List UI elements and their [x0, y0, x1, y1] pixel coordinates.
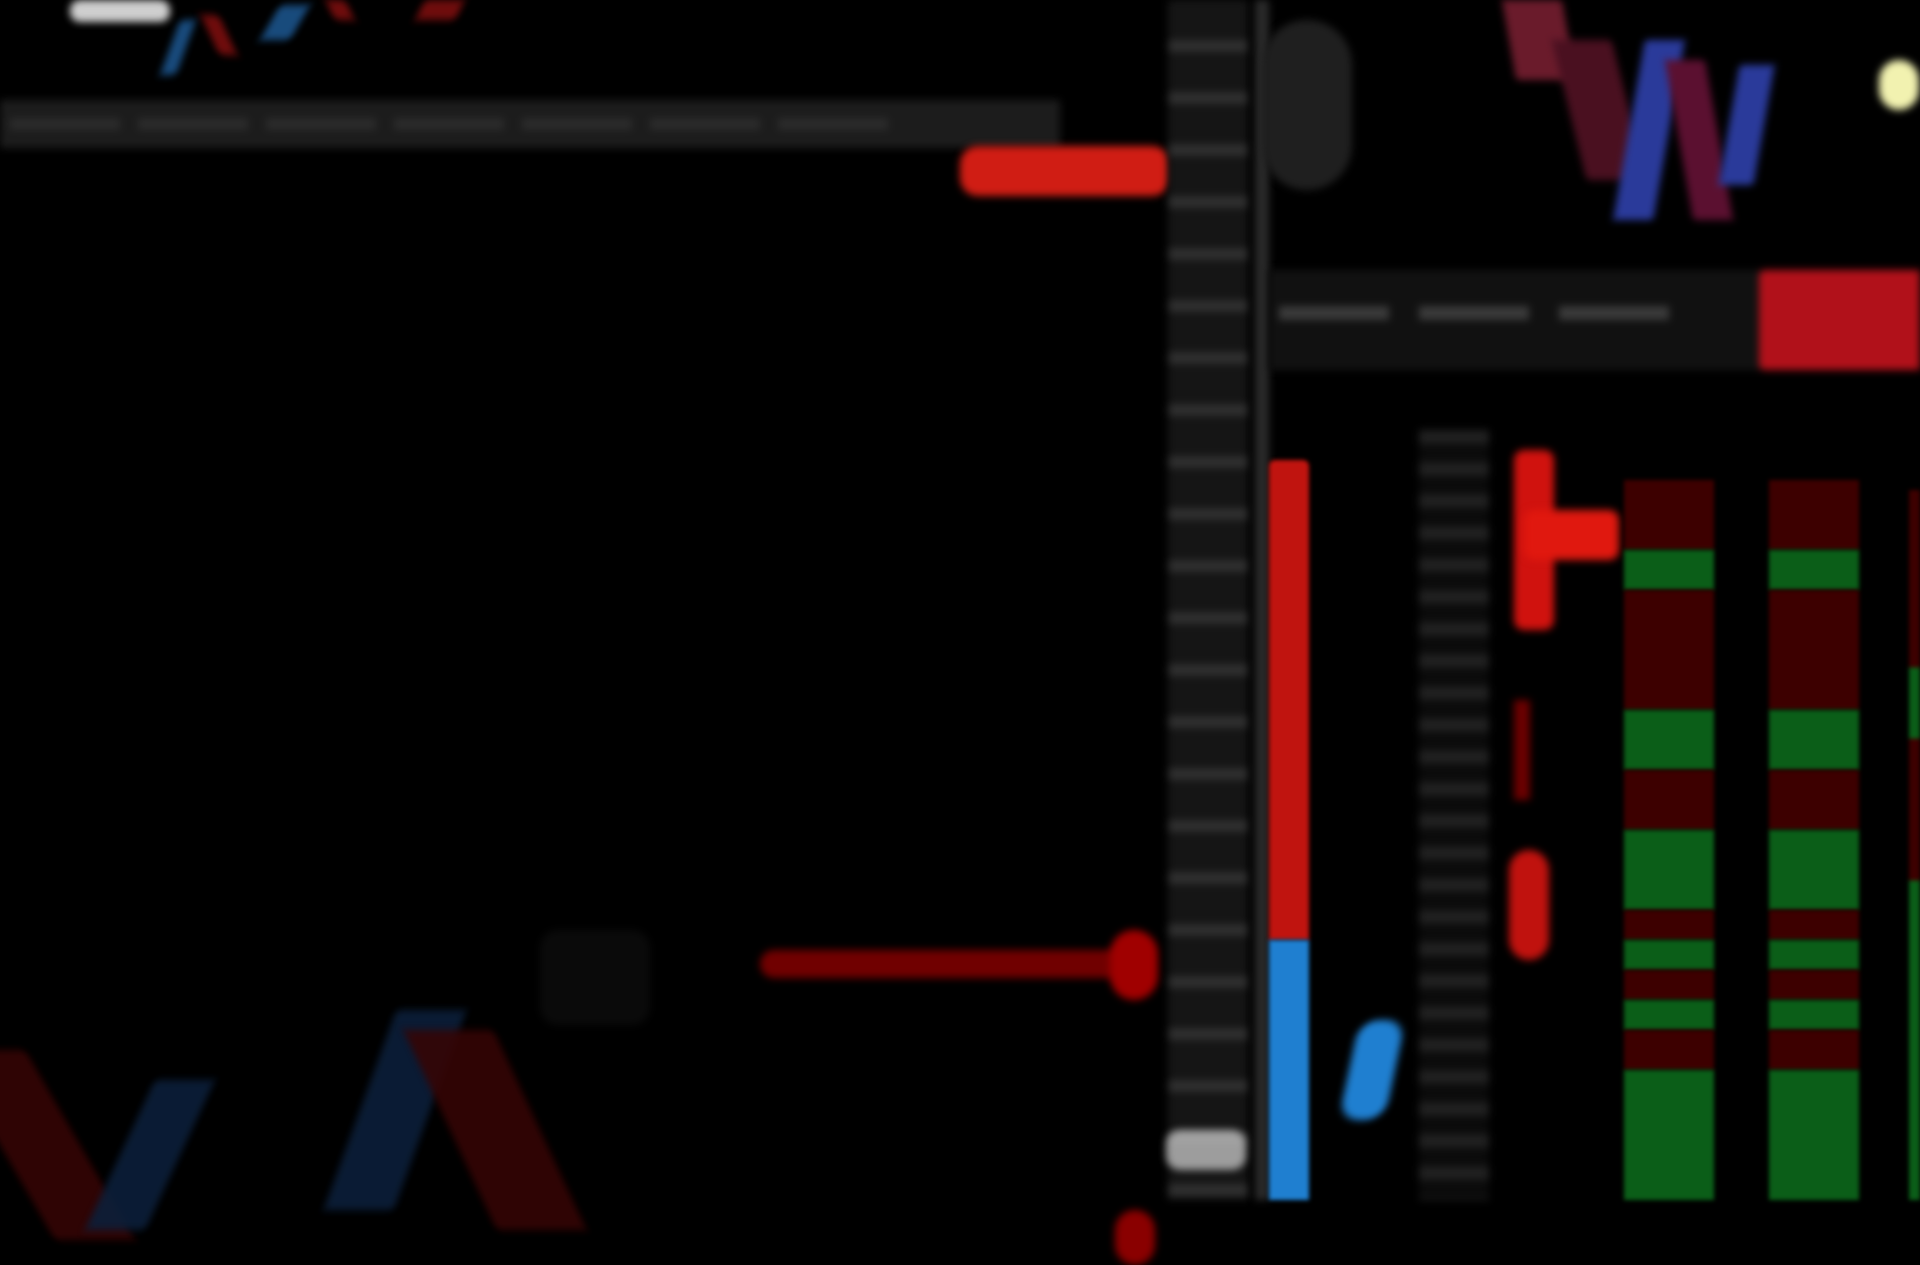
- volume-bar-sell: [1269, 460, 1309, 940]
- dom-row: [1624, 1000, 1714, 1030]
- tab[interactable]: [650, 118, 760, 130]
- dom-row: [1624, 910, 1714, 940]
- dom-column-ask: [1769, 480, 1859, 1200]
- tab[interactable]: [266, 118, 376, 130]
- mini-candle: [1664, 60, 1734, 220]
- tab[interactable]: [394, 118, 504, 130]
- red-level-dot: [1115, 1210, 1155, 1265]
- dom-row: [1624, 480, 1714, 550]
- dom-ladder: [1269, 370, 1920, 1200]
- top-price-glow: [70, 0, 170, 22]
- sell-pressure-tail: [1514, 700, 1530, 800]
- mini-candle: [200, 15, 238, 55]
- mini-candle: [1718, 65, 1775, 185]
- dom-header-red-button[interactable]: [1759, 270, 1920, 370]
- dom-row: [1624, 970, 1714, 1000]
- dom-header-cell: [1559, 306, 1669, 320]
- tab[interactable]: [138, 118, 248, 130]
- dom-row: [1624, 590, 1714, 710]
- dom-row: [1624, 940, 1714, 970]
- yellow-dot: [1879, 60, 1919, 110]
- dom-column-edge: [1909, 490, 1920, 1200]
- dom-row: [1769, 1000, 1859, 1030]
- dom-row: [1769, 590, 1859, 710]
- tab[interactable]: [10, 118, 120, 130]
- dom-row: [1624, 770, 1714, 830]
- buy-marker: [1338, 1020, 1406, 1120]
- dom-header-cell: [1279, 306, 1389, 320]
- dom-row: [1624, 830, 1714, 910]
- dom-row: [1769, 1070, 1859, 1200]
- red-level-end: [1110, 930, 1158, 1000]
- right-mini-chart: [1269, 0, 1920, 240]
- top-mini-chart: [0, 0, 980, 100]
- dom-row: [1769, 710, 1859, 770]
- volume-bar-buy: [1269, 940, 1309, 1200]
- dom-row: [1769, 1030, 1859, 1070]
- dom-row: [1769, 480, 1859, 550]
- dom-row: [1624, 1070, 1714, 1200]
- dom-row: [1769, 970, 1859, 1000]
- panel-divider: [1255, 0, 1269, 1200]
- ghost-icon: [1262, 20, 1352, 190]
- dom-row: [1769, 910, 1859, 940]
- mini-candle: [325, 0, 355, 20]
- header-tabs[interactable]: [0, 112, 1060, 136]
- red-level-line: [760, 950, 1150, 978]
- dom-price-column: [1419, 430, 1489, 1200]
- dom-row: [1624, 1030, 1714, 1070]
- bid-tag[interactable]: [960, 146, 1170, 196]
- tab[interactable]: [778, 118, 888, 130]
- mini-candle: [415, 0, 465, 20]
- dom-row: [1769, 550, 1859, 590]
- price-label-box: [540, 930, 650, 1025]
- dom-header-cell: [1419, 306, 1529, 320]
- dom-column-bid: [1624, 480, 1714, 1200]
- dom-row: [1624, 710, 1714, 770]
- mini-candle: [259, 5, 311, 40]
- dom-header: [1269, 270, 1920, 370]
- header-bar: [0, 100, 1060, 148]
- price-ladder: [1160, 0, 1255, 1200]
- dom-row: [1624, 550, 1714, 590]
- tab[interactable]: [522, 118, 632, 130]
- main-chart: [0, 150, 1160, 1265]
- dom-row: [1769, 830, 1859, 910]
- dom-row: [1769, 770, 1859, 830]
- sell-pressure-drop: [1509, 850, 1549, 960]
- candle: [85, 1080, 215, 1230]
- mini-candle: [159, 20, 197, 75]
- sell-pressure-wing: [1524, 510, 1619, 560]
- ladder-line: [1168, 0, 1248, 1200]
- ladder-bottom-highlight: [1166, 1130, 1246, 1170]
- dom-row: [1769, 940, 1859, 970]
- candle: [403, 1030, 587, 1230]
